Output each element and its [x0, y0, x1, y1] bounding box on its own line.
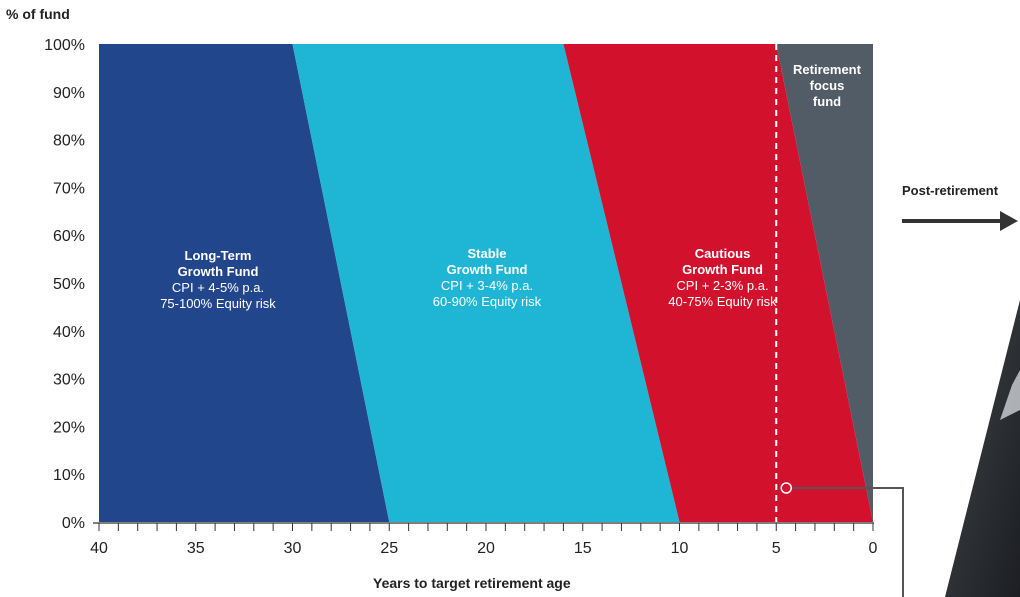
- series-desc1: CPI + 2-3% p.a.: [676, 278, 769, 293]
- y-tick-label: 60%: [53, 228, 85, 245]
- area-cautious-growth-fund: [563, 44, 873, 522]
- series-name-line3: fund: [812, 94, 842, 109]
- x-tick-label: 25: [380, 540, 398, 557]
- callout-connector: [786, 487, 904, 597]
- series-desc2: 75-100% Equity risk: [160, 296, 276, 311]
- x-tick-label: 5: [772, 540, 781, 557]
- label-cautious: Cautious Growth Fund CPI + 2-3% p.a. 40-…: [650, 246, 795, 310]
- label-retirement-focus: Retirement focus fund: [780, 62, 874, 110]
- y-tick-label: 40%: [53, 324, 85, 341]
- y-tick-label: 50%: [53, 276, 85, 293]
- x-tick-label: 20: [477, 540, 495, 557]
- series-name-line1: Long-Term: [184, 248, 252, 263]
- photo-highlight: [1000, 370, 1020, 420]
- series-desc2: 60-90% Equity risk: [432, 294, 542, 309]
- label-stable: Stable Growth Fund CPI + 3-4% p.a. 60-90…: [412, 246, 562, 310]
- series-name-line1: Retirement: [793, 62, 861, 77]
- x-tick-label: 10: [671, 540, 689, 557]
- y-tick-label: 30%: [53, 372, 85, 389]
- photo-shape: [945, 300, 1020, 597]
- post-retirement-label: Post-retirement: [902, 183, 999, 198]
- callout-dot: [780, 482, 792, 494]
- y-tick-label: 70%: [53, 180, 85, 197]
- x-axis-title: Years to target retirement age: [373, 575, 571, 591]
- series-name-line2: Growth Fund: [682, 262, 763, 277]
- series-desc1: CPI + 3-4% p.a.: [440, 278, 534, 293]
- y-tick-label: 20%: [53, 419, 85, 436]
- retirement-marker: [775, 44, 904, 597]
- y-tick-label: 100%: [44, 37, 85, 54]
- x-tick-label: 0: [869, 540, 878, 557]
- y-tick-label: 0%: [62, 515, 85, 532]
- area-stable-growth-fund: [292, 44, 680, 522]
- y-tick-label: 90%: [53, 85, 85, 102]
- post-retirement-arrow: [902, 219, 1002, 223]
- x-tick-label: 15: [574, 540, 592, 557]
- series-desc1: CPI + 4-5% p.a.: [171, 280, 265, 295]
- y-tick-label: 80%: [53, 133, 85, 150]
- photo-fragment: [945, 300, 1020, 597]
- series-name-line2: Growth Fund: [177, 264, 259, 279]
- y-axis-title: % of fund: [6, 6, 70, 22]
- series-name-line1: Stable: [467, 246, 507, 261]
- series-name-line2: Growth Fund: [446, 262, 528, 277]
- chart-areas: [99, 44, 873, 522]
- area-retirement-focus-fund: [776, 44, 873, 522]
- x-tick-label: 40: [90, 540, 108, 557]
- series-name-line2: focus: [809, 78, 845, 93]
- series-desc2: 40-75% Equity risk: [668, 294, 777, 309]
- x-tick-label: 35: [187, 540, 205, 557]
- series-name-line1: Cautious: [694, 246, 751, 261]
- chart-axes: 40 35 30 25 20 15 10 5 0 0% 10% 20% 30% 40% 50% 60% 70% 8…: [44, 37, 877, 557]
- label-long-term: Long-Term Growth Fund CPI + 4-5% p.a. 75…: [153, 248, 283, 312]
- y-tick-label: 10%: [53, 467, 85, 484]
- x-tick-label: 30: [284, 540, 302, 557]
- arrow-head-icon: [1000, 211, 1018, 231]
